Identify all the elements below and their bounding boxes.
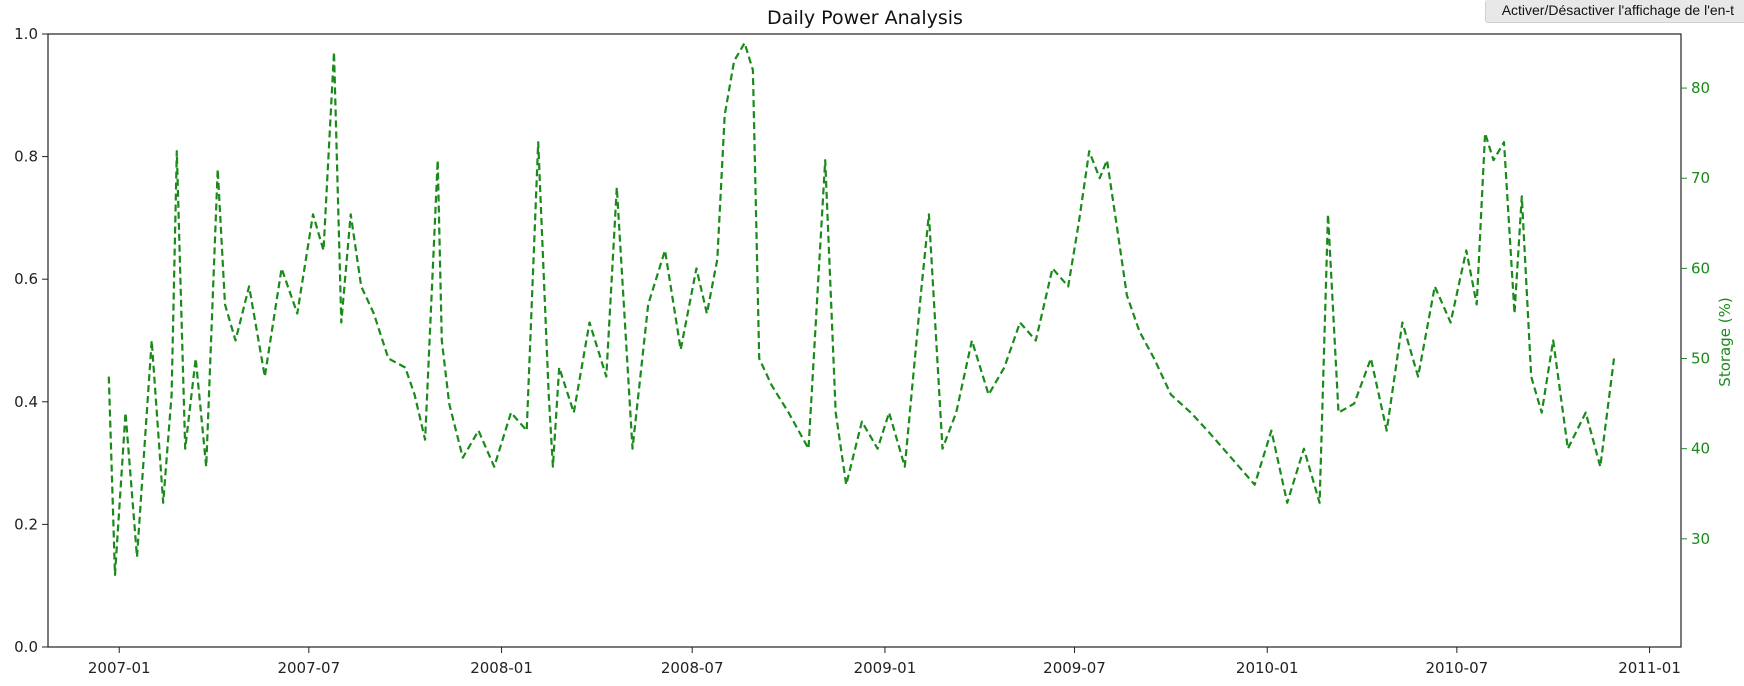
x-axis: 2007-01 2007-07 2008-01 2008-07 2009-01 2009-… — [88, 647, 1681, 677]
x-tick-label: 2010-07 — [1425, 659, 1488, 677]
header-toggle-tooltip: Activer/Désactiver l'affichage de l'en-t — [1484, 0, 1744, 23]
y-tick-label: 0.8 — [14, 148, 38, 166]
y-axis-right: 30 40 50 60 70 80 — [1681, 79, 1710, 548]
plot-area — [47, 33, 1682, 648]
x-tick-label: 2008-07 — [661, 659, 724, 677]
y-right-tick-label: 70 — [1691, 169, 1710, 187]
y-tick-label: 0.6 — [14, 270, 38, 288]
x-tick-label: 2008-01 — [470, 659, 533, 677]
y-right-tick-label: 50 — [1691, 350, 1710, 368]
series-line-0 — [107, 41, 1616, 577]
x-tick-label: 2007-07 — [277, 659, 340, 677]
x-tick-label: 2009-01 — [854, 659, 917, 677]
series-layer — [107, 41, 1616, 577]
y-tick-label: 0.4 — [14, 393, 38, 411]
y-right-tick-label: 80 — [1691, 79, 1710, 97]
x-tick-label: 2007-01 — [88, 659, 151, 677]
y-tick-label: 0.2 — [14, 515, 38, 533]
x-tick-label: 2010-01 — [1236, 659, 1299, 677]
y-tick-label: 1.0 — [14, 25, 38, 43]
y-right-tick-label: 40 — [1691, 440, 1710, 458]
y-axis-left: 0.0 0.2 0.4 0.6 0.8 1.0 — [14, 25, 48, 656]
x-tick-label: 2009-07 — [1043, 659, 1106, 677]
x-tick-label: 2011-01 — [1618, 659, 1681, 677]
y-tick-label: 0.0 — [14, 638, 38, 656]
y-right-tick-label: 60 — [1691, 259, 1710, 277]
y-right-tick-label: 30 — [1691, 530, 1710, 548]
y-axis-right-label: Storage (%) — [1716, 297, 1734, 386]
chart-title: Daily Power Analysis — [767, 7, 963, 29]
